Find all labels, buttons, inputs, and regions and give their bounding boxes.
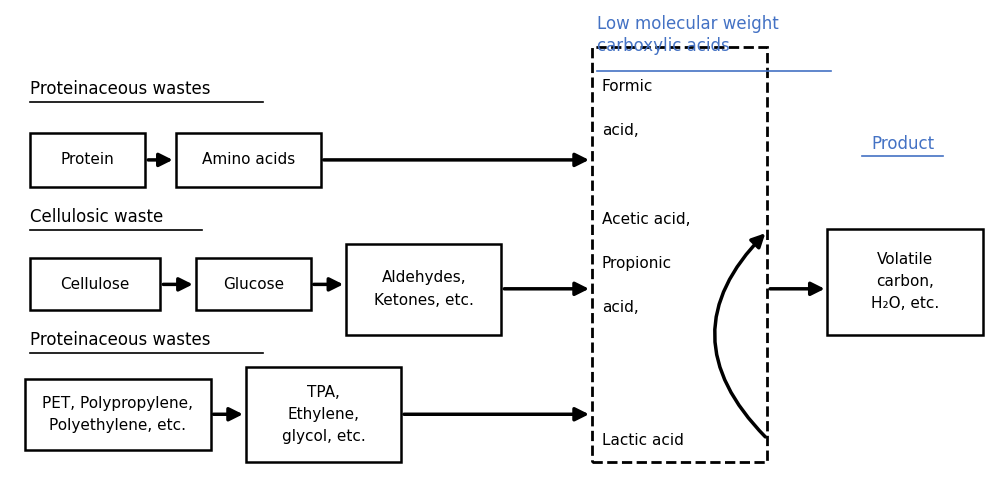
FancyBboxPatch shape bbox=[25, 379, 210, 450]
Text: Acetic acid,: Acetic acid, bbox=[601, 212, 689, 226]
FancyBboxPatch shape bbox=[195, 258, 311, 310]
Text: Aldehydes,
Ketones, etc.: Aldehydes, Ketones, etc. bbox=[374, 271, 473, 308]
Text: Proteinaceous wastes: Proteinaceous wastes bbox=[30, 331, 210, 349]
Text: PET, Polypropylene,
Polyethylene, etc.: PET, Polypropylene, Polyethylene, etc. bbox=[42, 396, 193, 433]
Text: Product: Product bbox=[871, 134, 933, 153]
Text: Protein: Protein bbox=[61, 153, 114, 167]
Text: TPA,
Ethylene,
glycol, etc.: TPA, Ethylene, glycol, etc. bbox=[282, 385, 365, 444]
FancyBboxPatch shape bbox=[30, 133, 145, 187]
Text: Amino acids: Amino acids bbox=[201, 153, 295, 167]
Text: Cellulose: Cellulose bbox=[60, 277, 130, 292]
FancyBboxPatch shape bbox=[175, 133, 321, 187]
FancyBboxPatch shape bbox=[30, 258, 160, 310]
Text: Glucose: Glucose bbox=[222, 277, 284, 292]
FancyBboxPatch shape bbox=[827, 229, 982, 335]
Text: Volatile
carbon,
H₂O, etc.: Volatile carbon, H₂O, etc. bbox=[870, 252, 939, 311]
Text: Cellulosic waste: Cellulosic waste bbox=[30, 208, 163, 226]
Text: Lactic acid: Lactic acid bbox=[601, 433, 683, 448]
FancyBboxPatch shape bbox=[346, 244, 501, 335]
Text: Proteinaceous wastes: Proteinaceous wastes bbox=[30, 80, 210, 98]
FancyBboxPatch shape bbox=[591, 47, 767, 462]
Text: acid,: acid, bbox=[601, 300, 638, 315]
Text: acid,: acid, bbox=[601, 123, 638, 138]
FancyBboxPatch shape bbox=[245, 367, 401, 462]
Text: Formic: Formic bbox=[601, 79, 652, 93]
Text: Low molecular weight
carboxylic acids: Low molecular weight carboxylic acids bbox=[596, 15, 778, 55]
Text: Propionic: Propionic bbox=[601, 256, 671, 271]
